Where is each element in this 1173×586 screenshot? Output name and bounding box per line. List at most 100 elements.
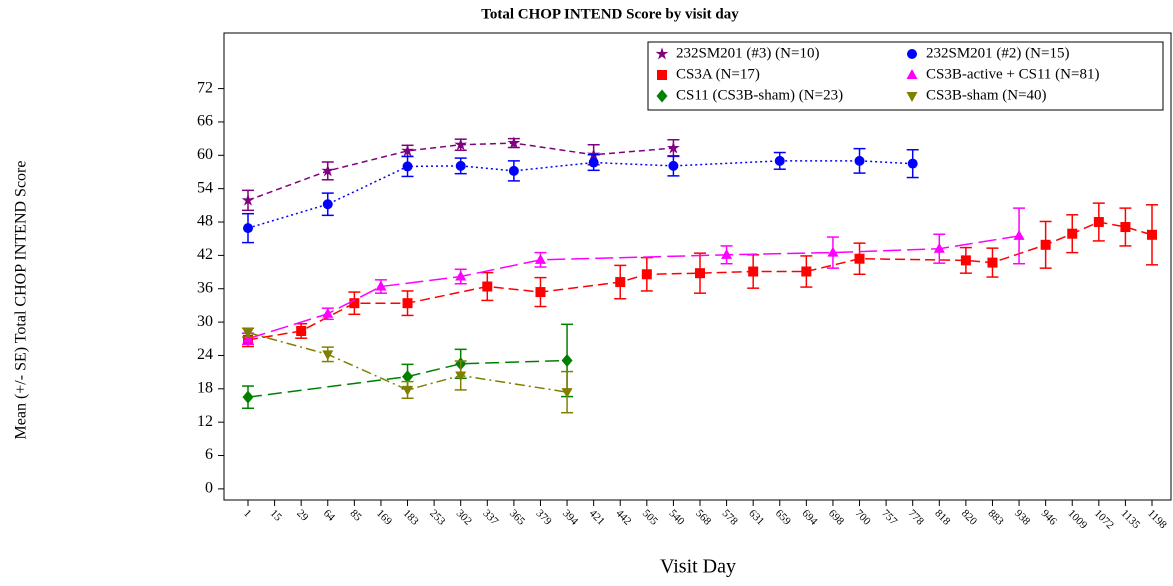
marker bbox=[748, 266, 759, 277]
x-tick-label: 946 bbox=[1039, 507, 1060, 528]
marker bbox=[827, 246, 839, 257]
marker bbox=[1040, 239, 1051, 250]
x-tick-label: 183 bbox=[401, 507, 422, 528]
x-tick-label: 694 bbox=[799, 507, 820, 528]
marker bbox=[534, 253, 546, 264]
marker bbox=[455, 371, 467, 382]
marker bbox=[588, 157, 599, 168]
marker bbox=[241, 193, 255, 206]
x-tick-label: 253 bbox=[427, 507, 448, 528]
marker bbox=[508, 165, 519, 176]
y-tick-label: 18 bbox=[197, 379, 213, 396]
y-tick-label: 0 bbox=[205, 480, 213, 497]
marker bbox=[242, 328, 254, 339]
legend-marker bbox=[657, 70, 667, 80]
x-tick-label: 1072 bbox=[1092, 507, 1116, 531]
marker bbox=[402, 370, 414, 384]
x-tick-label: 659 bbox=[773, 507, 794, 528]
series-line bbox=[247, 359, 568, 398]
marker bbox=[402, 385, 414, 396]
marker bbox=[960, 255, 971, 266]
y-tick-label: 30 bbox=[197, 313, 213, 330]
legend-box bbox=[647, 41, 1164, 111]
x-tick-label: 29 bbox=[294, 507, 311, 524]
marker bbox=[561, 388, 573, 399]
x-tick-label: 1198 bbox=[1145, 507, 1169, 531]
x-tick-label: 337 bbox=[480, 507, 501, 528]
marker bbox=[1120, 222, 1131, 233]
x-tick-label: 1 bbox=[241, 507, 253, 519]
legend-label: CS3B-active + CS11 (N=81) bbox=[926, 66, 1099, 82]
marker bbox=[375, 280, 387, 291]
y-tick-label: 72 bbox=[197, 79, 213, 96]
x-tick-label: 505 bbox=[640, 507, 661, 528]
marker bbox=[455, 270, 467, 281]
legend-label: CS3B-sham (N=40) bbox=[926, 87, 1047, 103]
x-tick-label: 568 bbox=[693, 507, 714, 528]
marker bbox=[721, 248, 733, 259]
y-tick-label: 42 bbox=[197, 246, 213, 263]
marker bbox=[1147, 229, 1157, 240]
x-tick-label: 442 bbox=[613, 507, 633, 527]
marker bbox=[321, 164, 335, 177]
marker bbox=[561, 353, 573, 367]
marker bbox=[801, 266, 812, 277]
legend-marker bbox=[906, 92, 918, 102]
marker bbox=[666, 141, 680, 154]
marker bbox=[242, 390, 254, 404]
x-tick-label: 778 bbox=[906, 507, 927, 528]
y-tick-label: 36 bbox=[197, 279, 213, 296]
x-tick-label: 698 bbox=[826, 507, 847, 528]
legend-marker bbox=[655, 47, 669, 60]
marker bbox=[454, 137, 468, 151]
marker bbox=[1067, 228, 1078, 239]
marker bbox=[349, 298, 360, 309]
x-tick-label: 365 bbox=[507, 507, 528, 528]
x-tick-label: 938 bbox=[1012, 507, 1033, 528]
x-tick-label: 757 bbox=[879, 507, 900, 528]
x-tick-label: 302 bbox=[454, 507, 474, 527]
x-tick-label: 631 bbox=[746, 507, 766, 527]
x-tick-label: 578 bbox=[720, 507, 741, 528]
marker bbox=[774, 155, 785, 166]
legend-marker bbox=[907, 49, 917, 59]
marker bbox=[401, 144, 414, 157]
y-tick-label: 66 bbox=[197, 113, 213, 130]
y-tick-label: 54 bbox=[197, 179, 213, 196]
y-tick-label: 6 bbox=[205, 446, 213, 463]
legend-label: 232SM201 (#3) (N=10) bbox=[676, 45, 819, 61]
x-tick-label: 540 bbox=[667, 507, 688, 528]
marker bbox=[322, 350, 334, 361]
marker bbox=[668, 160, 679, 171]
y-tick-label: 60 bbox=[197, 146, 213, 163]
x-tick-label: 883 bbox=[986, 507, 1007, 528]
series-line bbox=[247, 235, 1020, 340]
x-tick-label: 700 bbox=[853, 507, 874, 528]
marker bbox=[322, 199, 333, 210]
marker bbox=[641, 269, 652, 280]
marker bbox=[535, 287, 546, 298]
x-tick-label: 64 bbox=[321, 507, 338, 524]
legend-label: 232SM201 (#2) (N=15) bbox=[926, 45, 1069, 61]
marker bbox=[695, 268, 705, 279]
x-tick-label: 394 bbox=[560, 507, 581, 528]
marker bbox=[987, 257, 998, 268]
marker bbox=[243, 223, 253, 234]
marker bbox=[615, 277, 626, 288]
x-tick-label: 820 bbox=[959, 507, 980, 528]
marker bbox=[402, 161, 413, 172]
marker bbox=[482, 281, 493, 292]
chart-title: Total CHOP INTEND Score by visit day bbox=[481, 6, 739, 22]
x-axis-label: Visit Day bbox=[660, 556, 736, 578]
legend-label: CS11 (CS3B-sham) (N=23) bbox=[676, 87, 843, 103]
x-tick-label: 169 bbox=[374, 507, 395, 528]
marker bbox=[1013, 229, 1025, 240]
y-tick-label: 12 bbox=[197, 413, 213, 430]
legend-label: CS3A (N=17) bbox=[676, 66, 760, 82]
y-tick-label: 48 bbox=[197, 213, 213, 230]
x-tick-label: 421 bbox=[587, 507, 607, 527]
plot-frame bbox=[223, 32, 1172, 501]
marker bbox=[507, 136, 521, 149]
legend-marker bbox=[656, 89, 668, 103]
